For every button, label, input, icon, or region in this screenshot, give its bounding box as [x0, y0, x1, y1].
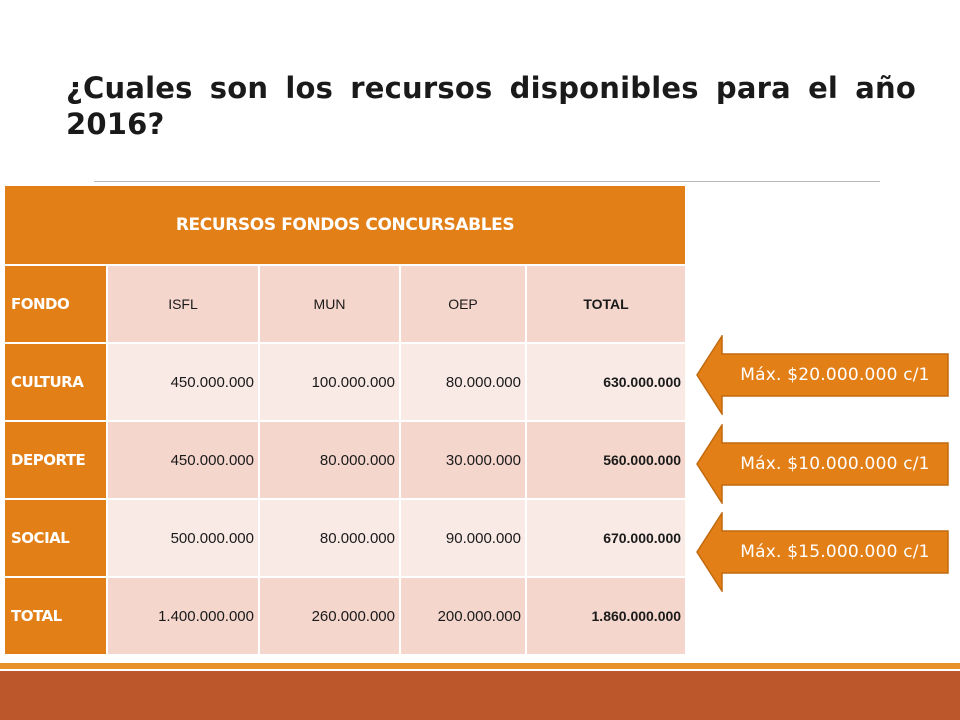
- column-header-fondo: FONDO: [5, 265, 108, 344]
- cell-isfl: 450.000.000: [107, 421, 260, 500]
- slide-title: ¿Cuales son los recursos disponibles par…: [66, 71, 916, 141]
- left-arrow-callout-icon: [696, 512, 949, 592]
- row-label: DEPORTE: [5, 421, 108, 500]
- callout-text: Máx. $10.000.000 c/1: [740, 454, 930, 474]
- callout-cultura: Máx. $20.000.000 c/1: [696, 335, 950, 415]
- column-header-mun: MUN: [259, 265, 401, 344]
- funds-table: RECURSOS FONDOS CONCURSABLES FONDO ISFL …: [5, 186, 686, 654]
- callout-text: Máx. $15.000.000 c/1: [740, 542, 930, 562]
- column-header-oep: OEP: [400, 265, 527, 344]
- left-arrow-callout-icon: [696, 424, 949, 504]
- cell-total: 1.860.000.000: [526, 577, 686, 654]
- row-label: TOTAL: [5, 577, 108, 654]
- callout-text: Máx. $20.000.000 c/1: [740, 365, 930, 385]
- cell-oep: 90.000.000: [400, 499, 527, 578]
- table-row-deporte: DEPORTE 450.000.000 80.000.000 30.000.00…: [5, 421, 686, 500]
- footer-accent-line: [0, 663, 960, 669]
- cell-total: 670.000.000: [526, 499, 686, 578]
- footer-band: [0, 671, 960, 720]
- cell-oep: 80.000.000: [400, 343, 527, 422]
- column-header-total: TOTAL: [526, 265, 686, 344]
- table-row-total: TOTAL 1.400.000.000 260.000.000 200.000.…: [5, 577, 686, 654]
- column-header-row: FONDO ISFL MUN OEP TOTAL: [5, 265, 686, 344]
- cell-mun: 80.000.000: [259, 421, 401, 500]
- cell-oep: 30.000.000: [400, 421, 527, 500]
- callout-deporte: Máx. $10.000.000 c/1: [696, 424, 950, 504]
- table-header-row: RECURSOS FONDOS CONCURSABLES: [5, 186, 686, 266]
- table-header: RECURSOS FONDOS CONCURSABLES: [5, 186, 686, 266]
- cell-oep: 200.000.000: [400, 577, 527, 654]
- title-divider: [94, 181, 880, 182]
- table-row-cultura: CULTURA 450.000.000 100.000.000 80.000.0…: [5, 343, 686, 422]
- cell-mun: 260.000.000: [259, 577, 401, 654]
- cell-isfl: 500.000.000: [107, 499, 260, 578]
- left-arrow-callout-icon: [696, 335, 949, 415]
- cell-total: 560.000.000: [526, 421, 686, 500]
- row-label: CULTURA: [5, 343, 108, 422]
- callout-social: Máx. $15.000.000 c/1: [696, 512, 950, 592]
- column-header-isfl: ISFL: [107, 265, 260, 344]
- cell-mun: 100.000.000: [259, 343, 401, 422]
- cell-mun: 80.000.000: [259, 499, 401, 578]
- cell-isfl: 450.000.000: [107, 343, 260, 422]
- row-label: SOCIAL: [5, 499, 108, 578]
- cell-total: 630.000.000: [526, 343, 686, 422]
- cell-isfl: 1.400.000.000: [107, 577, 260, 654]
- table-row-social: SOCIAL 500.000.000 80.000.000 90.000.000…: [5, 499, 686, 578]
